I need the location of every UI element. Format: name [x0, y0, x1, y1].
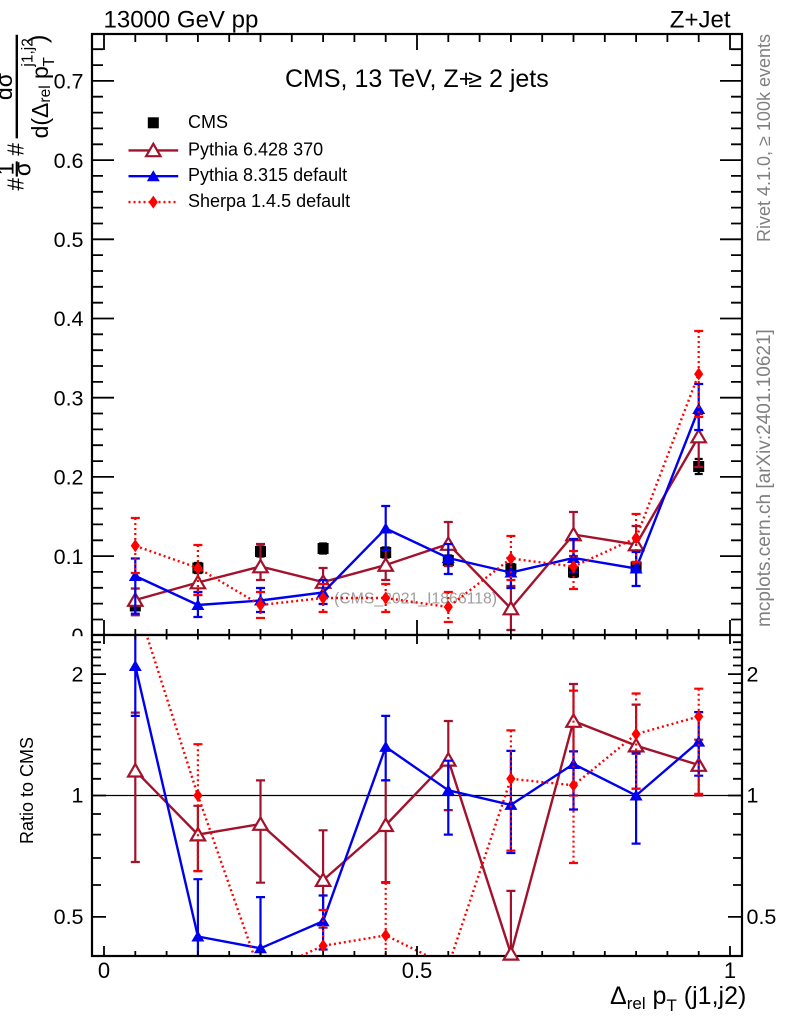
svg-text:0.5: 0.5 [54, 228, 84, 252]
svg-text:Ratio to CMS: Ratio to CMS [17, 737, 37, 844]
svg-text:Rivet 4.1.0, ≥ 100k events: Rivet 4.1.0, ≥ 100k events [754, 34, 774, 242]
svg-text:Sherpa 1.4.5 default: Sherpa 1.4.5 default [188, 191, 350, 211]
svg-text:1: 1 [0, 163, 18, 176]
svg-text:2: 2 [72, 662, 84, 686]
svg-text:0: 0 [98, 958, 110, 983]
svg-text:T: T [41, 57, 58, 67]
svg-text:1: 1 [724, 958, 736, 983]
svg-text:Z+Jet: Z+Jet [670, 7, 731, 34]
svg-text:0.5: 0.5 [402, 958, 433, 983]
svg-text:1: 1 [747, 784, 759, 808]
svg-text:0.7: 0.7 [54, 70, 84, 94]
svg-text:0.1: 0.1 [54, 545, 84, 569]
svg-text:0.2: 0.2 [54, 466, 84, 490]
svg-text:0.3: 0.3 [54, 386, 84, 410]
svg-text:(CMS_2021_I1866118): (CMS_2021_I1866118) [334, 591, 497, 608]
svg-text:0.5: 0.5 [54, 905, 84, 929]
svg-text:CMS, 13 TeV, Z+≥ 2 jets: CMS, 13 TeV, Z+≥ 2 jets [285, 65, 549, 93]
svg-text:j1,j2: j1,j2 [19, 38, 36, 67]
svg-text:2: 2 [747, 662, 759, 686]
svg-text:13000 GeV pp: 13000 GeV pp [104, 7, 259, 34]
svg-text:0.6: 0.6 [54, 149, 84, 173]
svg-text:): ) [22, 34, 52, 43]
svg-text:Δrel pT (j1,j2): Δrel pT (j1,j2) [610, 982, 746, 1015]
svg-text:CMS: CMS [188, 112, 228, 132]
svg-text:Pythia 6.428 370: Pythia 6.428 370 [188, 139, 323, 159]
svg-text:#: # [2, 178, 28, 191]
svg-text:dσ: dσ [0, 73, 17, 100]
svg-text:#: # [2, 143, 28, 156]
svg-text:1: 1 [72, 784, 84, 808]
svg-text:0.5: 0.5 [747, 905, 777, 929]
svg-text:σ: σ [9, 162, 35, 176]
svg-text:0.4: 0.4 [54, 307, 84, 331]
svg-text:Pythia 8.315 default: Pythia 8.315 default [188, 165, 347, 185]
svg-text:mcplots.cern.ch [arXiv:2401.10: mcplots.cern.ch [arXiv:2401.10621] [754, 329, 775, 627]
